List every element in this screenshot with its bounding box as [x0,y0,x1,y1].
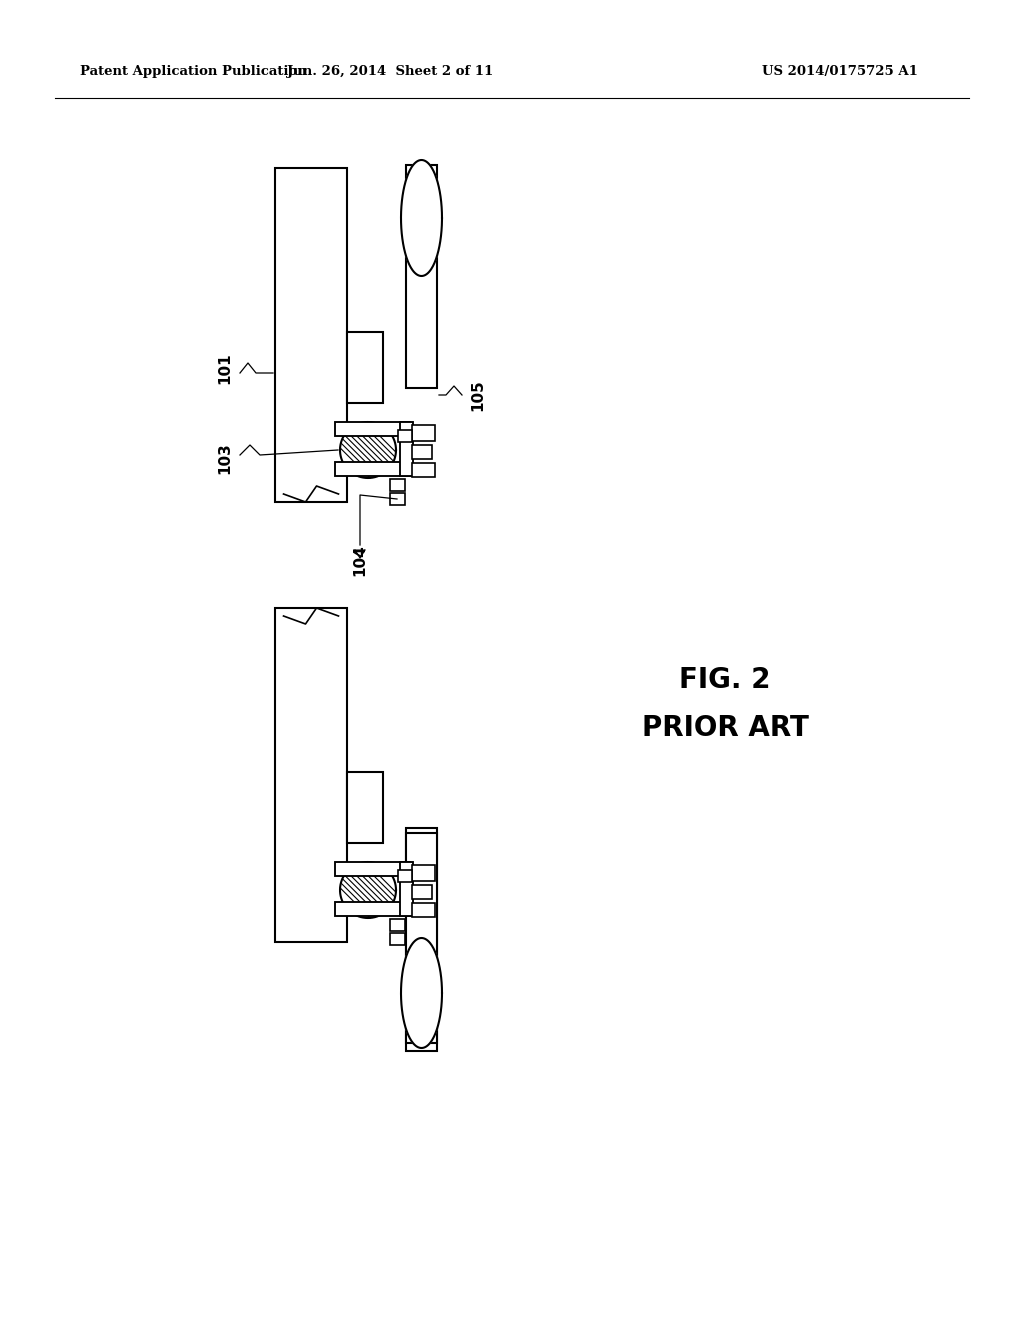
Bar [400,862,413,916]
Bar [412,903,435,917]
Bar [390,919,406,931]
Bar [412,425,435,441]
Text: Jun. 26, 2014  Sheet 2 of 11: Jun. 26, 2014 Sheet 2 of 11 [287,66,494,78]
Bar [275,609,347,942]
Text: US 2014/0175725 A1: US 2014/0175725 A1 [762,66,918,78]
Bar [412,445,432,459]
Text: Patent Application Publication: Patent Application Publication [80,66,307,78]
Bar [412,884,432,899]
Text: 104: 104 [352,544,368,576]
Bar [335,422,410,436]
Text: 105: 105 [470,379,485,411]
Bar [406,165,437,388]
Text: PRIOR ART: PRIOR ART [642,714,808,742]
Bar [406,828,437,1051]
Bar [335,902,410,916]
Bar [347,333,383,403]
Bar [335,462,410,477]
Polygon shape [340,422,396,478]
Bar [412,865,435,880]
Bar [412,463,435,477]
Bar [400,422,413,477]
Text: FIG. 2: FIG. 2 [679,667,771,694]
Bar [398,430,412,442]
Bar [347,772,383,843]
Polygon shape [401,160,442,276]
Text: 101: 101 [217,352,232,384]
Bar [390,479,406,491]
Bar [390,933,406,945]
Bar [398,870,412,882]
Polygon shape [340,862,396,917]
Bar [390,492,406,506]
Text: 103: 103 [217,442,232,474]
Bar [275,168,347,502]
Polygon shape [401,939,442,1048]
Bar [335,862,410,876]
Bar [406,833,437,1043]
